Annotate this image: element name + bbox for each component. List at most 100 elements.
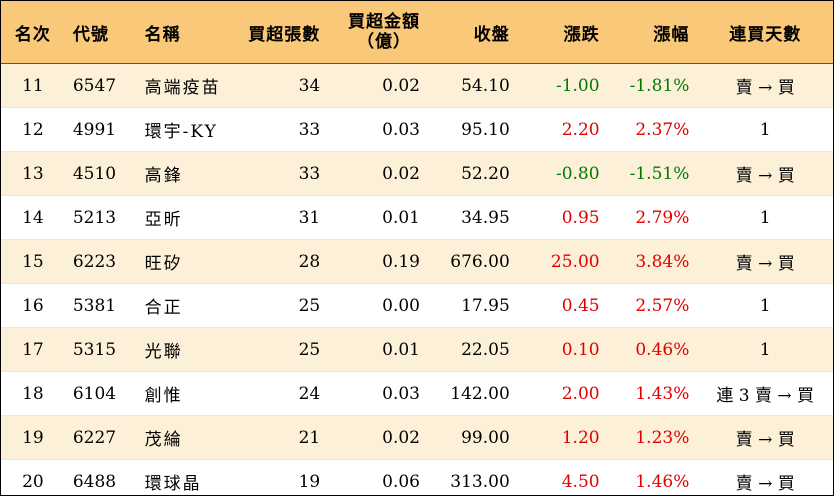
cell-buy-amount: 0.03	[382, 119, 420, 140]
cell-days: 連 3 賣 → 買	[716, 386, 815, 406]
cell-name: 旺矽	[144, 254, 183, 274]
cell-days: 賣 → 買	[735, 474, 795, 494]
cell-change: 2.20	[561, 119, 600, 140]
cell-name: 環宇-KY	[144, 122, 218, 142]
cell-buy-amount: 0.03	[382, 383, 420, 404]
table-row: 11 6547 高端疫苗 34 0.02 54.10 -1.00 -1.81% 賣 → 買	[1, 64, 833, 108]
cell-buy-lots: 24	[298, 383, 321, 404]
cell-name: 合正	[144, 298, 183, 318]
cell-rank: 14	[22, 207, 44, 228]
cell-buy-lots: 19	[298, 471, 321, 492]
cell-rank: 19	[22, 427, 44, 448]
cell-buy-lots: 25	[298, 339, 321, 360]
cell-days: 賣 → 買	[735, 166, 795, 186]
table-row: 14 5213 亞昕 31 0.01 34.95 0.95 2.79% 1	[1, 196, 833, 240]
cell-name: 光聯	[144, 342, 183, 362]
cell-pct: -1.81%	[629, 75, 690, 96]
table-row: 17 5315 光聯 25 0.01 22.05 0.10 0.46% 1	[1, 328, 833, 372]
cell-name: 高端疫苗	[144, 78, 221, 98]
cell-change: 4.50	[561, 471, 600, 492]
cell-close: 99.00	[461, 427, 510, 448]
cell-close: 54.10	[461, 75, 510, 96]
cell-pct: -1.51%	[629, 163, 690, 184]
cell-change: 0.45	[561, 295, 600, 316]
cell-pct: 3.84%	[635, 251, 690, 272]
cell-change: 2.00	[561, 383, 600, 404]
cell-code: 6488	[72, 471, 117, 492]
header-pct: 漲幅	[653, 24, 690, 45]
cell-close: 95.10	[461, 119, 510, 140]
cell-rank: 18	[22, 383, 44, 404]
cell-buy-lots: 33	[298, 163, 321, 184]
cell-close: 34.95	[461, 207, 510, 228]
header-close: 收盤	[473, 24, 510, 45]
cell-buy-amount: 0.01	[382, 207, 420, 228]
cell-pct: 2.57%	[635, 295, 690, 316]
cell-buy-lots: 34	[298, 75, 321, 96]
cell-rank: 20	[22, 471, 44, 492]
cell-code: 6547	[72, 75, 117, 96]
cell-code: 6223	[72, 251, 117, 272]
cell-buy-amount: 0.19	[382, 251, 420, 272]
cell-rank: 17	[22, 339, 44, 360]
cell-close: 313.00	[450, 471, 510, 492]
cell-pct: 0.46%	[635, 339, 690, 360]
table-row: 13 4510 高鋒 33 0.02 52.20 -0.80 -1.51% 賣 → 買	[1, 152, 833, 196]
header-buy-amount: 買超金額 （億）	[328, 1, 428, 63]
cell-buy-amount: 0.02	[382, 75, 420, 96]
cell-name: 茂綸	[144, 430, 183, 450]
cell-pct: 1.23%	[635, 427, 690, 448]
cell-buy-amount: 0.01	[382, 339, 420, 360]
cell-buy-lots: 31	[298, 207, 321, 228]
cell-change: 0.95	[561, 207, 600, 228]
cell-code: 4991	[72, 119, 117, 140]
cell-pct: 1.46%	[635, 471, 690, 492]
cell-days: 賣 → 買	[735, 430, 795, 450]
cell-code: 5213	[72, 207, 117, 228]
cell-name: 環球晶	[144, 474, 202, 494]
cell-buy-lots: 28	[298, 251, 321, 272]
cell-close: 22.05	[461, 339, 510, 360]
cell-days: 1	[759, 119, 771, 140]
cell-buy-lots: 21	[298, 427, 321, 448]
table-row: 20 6488 環球晶 19 0.06 313.00 4.50 1.46% 賣 → 買	[1, 460, 833, 503]
cell-rank: 12	[22, 119, 44, 140]
table-row: 19 6227 茂綸 21 0.02 99.00 1.20 1.23% 賣 → 買	[1, 416, 833, 460]
cell-name: 創惟	[144, 386, 183, 406]
cell-buy-amount: 0.02	[382, 427, 420, 448]
cell-change: -1.00	[555, 75, 600, 96]
cell-rank: 16	[22, 295, 44, 316]
header-buy-amount-line1: 買超金額	[347, 12, 420, 32]
cell-buy-amount: 0.00	[382, 295, 420, 316]
cell-buy-lots: 25	[298, 295, 321, 316]
cell-rank: 11	[22, 75, 44, 96]
cell-change: 25.00	[550, 251, 600, 272]
header-buy-lots: 買超張數	[248, 24, 321, 45]
table-row: 12 4991 環宇-KY 33 0.03 95.10 2.20 2.37% 1	[1, 108, 833, 152]
header-buy-amount-line2: （億）	[356, 32, 411, 52]
cell-close: 676.00	[450, 251, 510, 272]
cell-buy-lots: 33	[298, 119, 321, 140]
cell-rank: 13	[22, 163, 44, 184]
cell-name: 亞昕	[144, 210, 183, 230]
cell-days: 賣 → 買	[735, 254, 795, 274]
cell-days: 1	[759, 207, 771, 228]
table-body: 11 6547 高端疫苗 34 0.02 54.10 -1.00 -1.81% 賣 → 買 12 4…	[1, 64, 833, 503]
cell-pct: 2.37%	[635, 119, 690, 140]
cell-buy-amount: 0.02	[382, 163, 420, 184]
cell-days: 1	[759, 295, 771, 316]
cell-close: 142.00	[450, 383, 510, 404]
header-rank: 名次	[14, 24, 51, 45]
cell-code: 5315	[72, 339, 117, 360]
cell-change: 0.10	[561, 339, 600, 360]
cell-name: 高鋒	[144, 166, 183, 186]
cell-change: 1.20	[561, 427, 600, 448]
table-row: 15 6223 旺矽 28 0.19 676.00 25.00 3.84% 賣 → 買	[1, 240, 833, 284]
cell-buy-amount: 0.06	[382, 471, 420, 492]
cell-pct: 2.79%	[635, 207, 690, 228]
cell-close: 52.20	[461, 163, 510, 184]
cell-rank: 15	[22, 251, 44, 272]
header-code: 代號	[72, 24, 109, 45]
table-row: 16 5381 合正 25 0.00 17.95 0.45 2.57% 1	[1, 284, 833, 328]
